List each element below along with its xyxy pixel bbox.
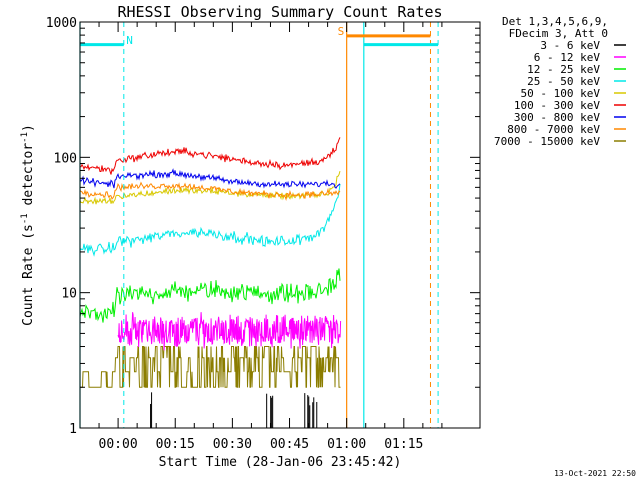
axis-layer: 1 10 100 1000 00:00 00:15 00:30 00:45 01:00 01:15 [46,16,481,452]
legend-label: 12 - 25 keV [527,63,600,76]
chart-title: RHESSI Observing Summary Count Rates [117,3,442,21]
y-tick-label: 10 [61,287,77,302]
series-line [117,312,342,351]
legend-label: 50 - 100 keV [521,87,601,100]
annotation-label: N [126,34,133,47]
data-layer [79,137,342,428]
legend-label: 25 - 50 keV [527,75,600,88]
series-7000-15000kev [80,346,341,388]
series-line [79,268,341,323]
series-12-25kev [79,268,341,323]
plot-frame [79,21,481,429]
legend-label: 6 - 12 keV [534,51,601,64]
y-tick-label: 100 [54,151,77,166]
y-label-superscript: -1 [20,213,30,224]
series-line [79,137,341,175]
x-axis-label: Start Time (28-Jan-06 23:45:42) [159,455,402,470]
legend-label: 7000 - 15000 keV [494,135,600,148]
x-tick-label: 00:45 [270,437,309,452]
y-label-part: detector [21,143,36,214]
series-line [80,346,341,388]
y-tick-label: 1 [69,422,77,437]
series-6-12kev [117,312,342,351]
x-tick-label: 00:15 [156,437,195,452]
legend: Det 1,3,4,5,6,9, FDecim 3, Att 0 3 - 6 k… [494,15,626,148]
legend-label: 3 - 6 keV [540,39,600,52]
series-25-50kev [79,183,341,257]
y-tick-label: 1000 [46,16,77,31]
series-line [79,183,341,257]
x-tick-label: 00:30 [213,437,252,452]
legend-header-line: FDecim 3, Att 0 [509,27,608,40]
y-label-part: ) [21,124,36,132]
series-3-6kev [150,392,318,428]
legend-header-line: Det 1,3,4,5,6,9, [502,15,608,28]
legend-label: 100 - 300 keV [514,99,600,112]
y-axis-label: Count Rate (s-1 detector-1) [20,124,36,326]
legend-label: 800 - 7000 keV [507,123,600,136]
timestamp: 13-Oct-2021 22:50 [554,469,636,478]
x-tick-label: 01:00 [327,437,366,452]
series-100-300kev [79,137,341,175]
annotation-label: S [338,25,345,38]
legend-label: 300 - 800 keV [514,111,600,124]
y-label-superscript: -1 [20,132,30,143]
x-tick-label: 01:15 [384,437,423,452]
y-label-part: Count Rate (s [21,224,36,326]
x-tick-label: 00:00 [99,437,138,452]
